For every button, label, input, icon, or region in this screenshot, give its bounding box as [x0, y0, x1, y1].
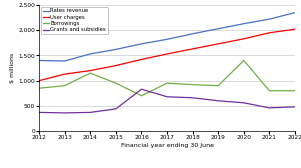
Borrowings	[242, 59, 246, 61]
Grants and subsidies	[114, 108, 118, 110]
Grants and subsidies	[293, 106, 297, 108]
Grants and subsidies	[216, 100, 220, 102]
Line: User charges: User charges	[39, 29, 295, 81]
Line: Borrowings: Borrowings	[39, 60, 295, 96]
Grants and subsidies	[88, 111, 92, 113]
Rates revenue	[63, 60, 67, 62]
User charges	[216, 43, 220, 45]
Rates revenue	[140, 43, 143, 45]
User charges	[114, 65, 118, 67]
Rates revenue	[37, 59, 41, 61]
User charges	[165, 53, 169, 55]
Rates revenue	[216, 28, 220, 30]
Borrowings	[140, 95, 143, 97]
Rates revenue	[114, 48, 118, 50]
User charges	[37, 80, 41, 82]
X-axis label: Financial year ending 30 June: Financial year ending 30 June	[121, 143, 213, 148]
User charges	[191, 48, 194, 50]
Line: Grants and subsidies: Grants and subsidies	[39, 89, 295, 113]
Y-axis label: $ millions: $ millions	[10, 53, 15, 83]
Grants and subsidies	[140, 88, 143, 90]
Borrowings	[165, 82, 169, 84]
Borrowings	[114, 82, 118, 84]
Borrowings	[268, 90, 271, 92]
Borrowings	[63, 85, 67, 87]
User charges	[63, 73, 67, 75]
Borrowings	[191, 84, 194, 86]
Borrowings	[216, 85, 220, 87]
User charges	[293, 28, 297, 30]
Grants and subsidies	[268, 107, 271, 109]
Grants and subsidies	[37, 111, 41, 113]
Rates revenue	[268, 18, 271, 20]
Borrowings	[293, 90, 297, 92]
Grants and subsidies	[191, 97, 194, 99]
User charges	[242, 38, 246, 40]
Rates revenue	[165, 38, 169, 40]
Rates revenue	[242, 23, 246, 25]
Grants and subsidies	[242, 102, 246, 104]
Rates revenue	[293, 12, 297, 14]
Grants and subsidies	[165, 96, 169, 98]
Borrowings	[37, 87, 41, 89]
Line: Rates revenue: Rates revenue	[39, 13, 295, 61]
User charges	[140, 58, 143, 60]
Borrowings	[88, 72, 92, 74]
Rates revenue	[88, 53, 92, 55]
User charges	[268, 32, 271, 34]
Rates revenue	[191, 33, 194, 35]
Legend: Rates revenue, User charges, Borrowings, Grants and subsidies: Rates revenue, User charges, Borrowings,…	[41, 7, 108, 34]
User charges	[88, 70, 92, 72]
Grants and subsidies	[63, 112, 67, 114]
